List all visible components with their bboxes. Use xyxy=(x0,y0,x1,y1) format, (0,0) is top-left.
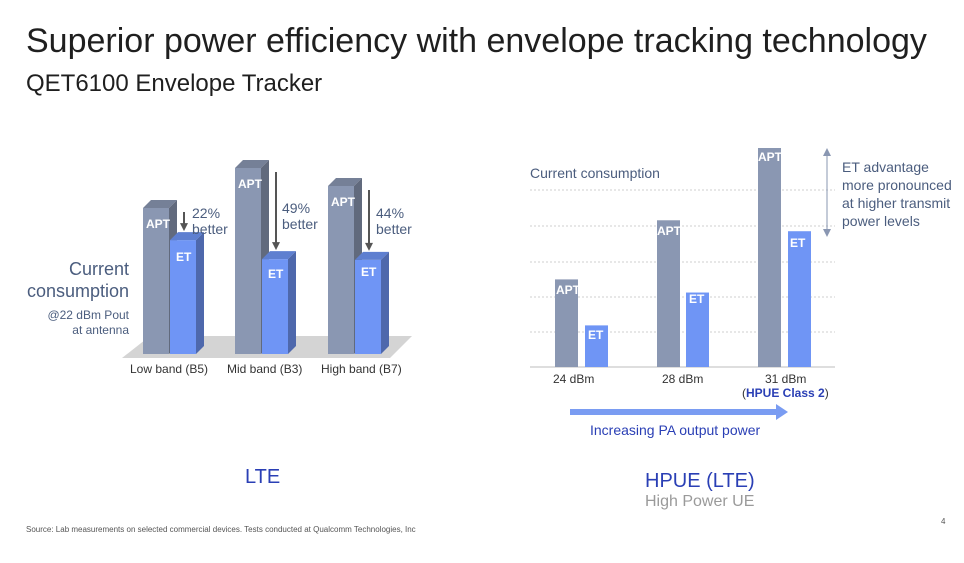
hpue-et-label-24: ET xyxy=(588,328,604,342)
hpue-subcaption: High Power UE xyxy=(645,493,755,510)
hpue-note: ET advantage more pronounced at higher t… xyxy=(842,158,952,230)
lte-arrows xyxy=(180,172,373,251)
lte-y-note-line2: at antenna xyxy=(72,323,129,337)
lte-bar-et-2 xyxy=(355,251,389,354)
lte-et-label-mid: ET xyxy=(268,267,284,281)
hpue-note-line3: at higher transmit xyxy=(842,195,951,211)
lte-y-note: @22 dBm Pout at antenna xyxy=(47,308,129,338)
hpue-note-line2: more pronounced xyxy=(842,177,952,193)
source-note: Source: Lab measurements on selected com… xyxy=(26,525,416,534)
slide-title: Superior power efficiency with envelope … xyxy=(26,22,927,60)
lte-bar-et-1 xyxy=(262,251,296,354)
hpue-apt-label-31: APT xyxy=(758,150,782,164)
hpue-gridlines xyxy=(530,189,835,368)
hpue-note-line4: power levels xyxy=(842,213,920,229)
hpue-bar-et-0 xyxy=(585,325,608,367)
hpue-et-label-28: ET xyxy=(689,292,705,306)
lte-et-label-high: ET xyxy=(361,265,377,279)
lte-y-note-line1: @22 dBm Pout xyxy=(47,308,129,322)
hpue-et-label-31: ET xyxy=(790,236,806,250)
lte-category-low: Low band (B5) xyxy=(130,362,209,376)
lte-improvement-low: 22% better xyxy=(192,205,228,237)
lte-category-mid: Mid band (B3) xyxy=(227,362,303,376)
hpue-chart-title: Current consumption xyxy=(530,165,660,181)
lte-bars xyxy=(143,160,389,354)
slide-subtitle: QET6100 Envelope Tracker xyxy=(26,70,323,97)
lte-better-low: better xyxy=(192,221,228,237)
lte-better-high: better xyxy=(376,221,412,237)
hpue-class-text: HPUE Class 2 xyxy=(746,386,825,400)
lte-category-high: High band (B7) xyxy=(321,362,402,376)
hpue-class-open: ( xyxy=(742,386,746,400)
hpue-category-31: 31 dBm xyxy=(765,372,807,386)
hpue-bar-et-1 xyxy=(686,292,709,367)
lte-improvement-high: 44% better xyxy=(376,205,412,237)
hpue-note-line1: ET advantage xyxy=(842,159,929,175)
lte-improvement-mid: 49% better xyxy=(282,200,318,232)
lte-pct-low: 22% xyxy=(192,205,221,221)
hpue-apt-label-28: APT xyxy=(657,224,681,238)
hpue-class-close: ) xyxy=(824,386,829,400)
lte-apt-label-low: APT xyxy=(146,217,170,231)
lte-pct-mid: 49% xyxy=(282,200,311,216)
lte-et-label-low: ET xyxy=(176,250,192,264)
hpue-caption: HPUE (LTE) xyxy=(645,470,755,492)
hpue-bar-apt-1 xyxy=(657,220,680,367)
lte-caption: LTE xyxy=(245,466,281,488)
lte-arrow-0 xyxy=(180,212,188,232)
lte-bar-et-0 xyxy=(170,232,204,354)
hpue-apt-label-24: APT xyxy=(556,283,580,297)
hpue-bar-apt-2 xyxy=(758,148,781,367)
lte-y-label-line1: Current xyxy=(68,259,129,279)
lte-better-mid: better xyxy=(282,216,318,232)
lte-arrow-1 xyxy=(272,172,280,251)
hpue-range-arrow-top xyxy=(823,148,831,156)
lte-y-label-line2: consumption xyxy=(26,281,129,301)
lte-pct-high: 44% xyxy=(376,205,405,221)
lte-y-label: Current consumption xyxy=(27,258,129,302)
lte-arrow-2 xyxy=(365,190,373,251)
hpue-range-arrow-bottom xyxy=(823,229,831,237)
hpue-bars xyxy=(555,148,811,367)
lte-apt-label-high: APT xyxy=(331,195,355,209)
hpue-bar-apt-0 xyxy=(555,279,578,367)
hpue-class-label: (HPUE Class 2) xyxy=(742,386,829,400)
page-number: 4 xyxy=(941,517,946,526)
hpue-bar-et-2 xyxy=(788,231,811,367)
lte-apt-label-mid: APT xyxy=(238,177,262,191)
hpue-category-28: 28 dBm xyxy=(662,372,704,386)
hpue-category-24: 24 dBm xyxy=(553,372,595,386)
pa-power-arrow-label: Increasing PA output power xyxy=(590,422,761,438)
pa-power-arrow xyxy=(570,404,788,420)
